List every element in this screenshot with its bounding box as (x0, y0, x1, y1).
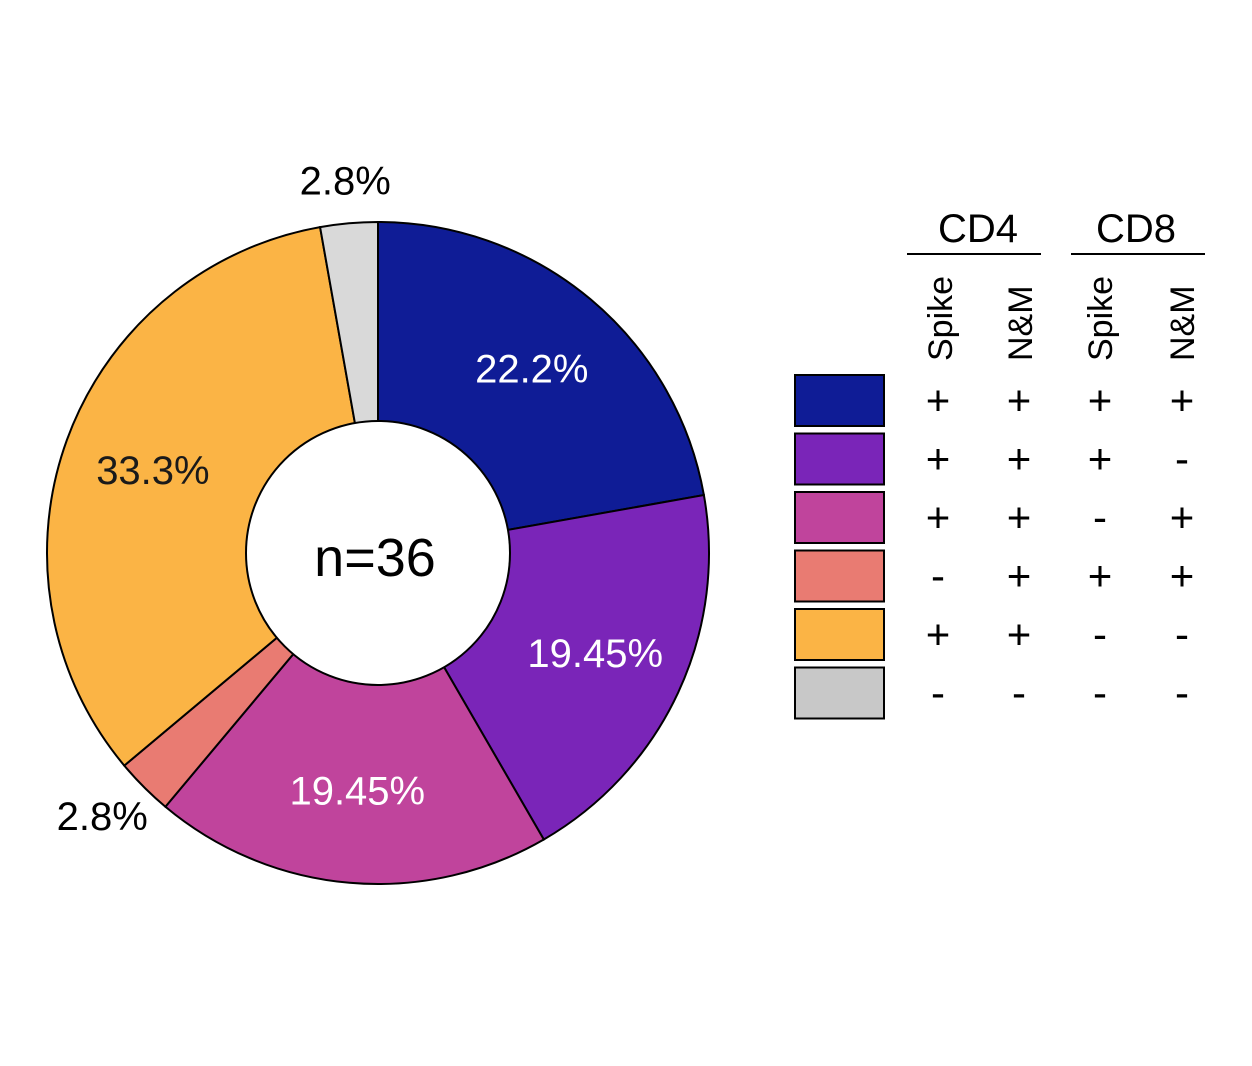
legend-swatch-4 (794, 608, 885, 661)
legend-sign-2-cd4-nm: + (1007, 494, 1032, 541)
legend-rows: + + + + + + + - + + - + - + + + + + - - - - - - (794, 374, 1195, 720)
legend-col-cd4-spike: Spike (922, 276, 960, 361)
legend-sign-0-cd8-spike: + (1088, 377, 1113, 424)
slice-label-1: 19.45% (527, 632, 663, 676)
donut-hole (245, 420, 511, 686)
legend-swatch-1 (794, 432, 885, 486)
legend-col-cd8-nm: N&M (1164, 285, 1202, 361)
legend-swatch-2 (794, 491, 885, 544)
legend-sign-2-cd8-nm: + (1170, 494, 1195, 541)
legend: CD4 CD8 Spike N&M Spike N&M + + + ++ + + -+ + - +… (794, 207, 1205, 720)
legend-sign-1-cd8-spike: + (1088, 435, 1113, 482)
slice-4 (46, 225, 380, 767)
slice-label-5: 2.8% (300, 159, 391, 203)
legend-sign-5-cd4-spike: - (931, 669, 945, 716)
legend-sign-3-cd4-nm: + (1007, 552, 1032, 599)
slice-label-2: 19.45% (289, 770, 425, 814)
legend-sign-0-cd4-nm: + (1007, 377, 1032, 424)
legend-sign-0-cd4-spike: + (926, 377, 951, 424)
legend-sign-3-cd8-spike: + (1088, 552, 1113, 599)
legend-sign-2-cd8-spike: - (1093, 494, 1107, 541)
legend-sign-3-cd4-spike: - (931, 552, 945, 599)
legend-sign-5-cd4-nm: - (1012, 669, 1026, 716)
legend-group-cd4: CD4 (938, 207, 1018, 251)
legend-sign-3-cd8-nm: + (1170, 552, 1195, 599)
legend-sign-4-cd8-nm: - (1175, 611, 1189, 658)
slice-label-0: 22.2% (475, 347, 588, 391)
legend-sign-0-cd8-nm: + (1170, 377, 1195, 424)
donut-slices (46, 220, 710, 885)
legend-sign-1-cd4-spike: + (926, 435, 951, 482)
slice-label-3: 2.8% (57, 795, 148, 839)
legend-swatch-5 (794, 666, 885, 720)
legend-col-cd8-spike: Spike (1082, 276, 1120, 361)
legend-group-cd8: CD8 (1096, 207, 1176, 251)
legend-swatch-3 (794, 549, 885, 603)
slice-2 (164, 551, 546, 885)
legend-sign-5-cd8-spike: - (1093, 669, 1107, 716)
legend-sign-4-cd8-spike: - (1093, 611, 1107, 658)
slice-labels: 22.2% 19.45% 19.45% 2.8% 33.3% 2.8% (57, 159, 663, 838)
legend-sign-1-cd4-nm: + (1007, 435, 1032, 482)
legend-sign-4-cd4-nm: + (1007, 611, 1032, 658)
slice-label-4: 33.3% (96, 449, 209, 493)
center-label: n=36 (314, 528, 436, 588)
legend-swatch-0 (794, 374, 885, 427)
legend-sign-2-cd4-spike: + (926, 494, 951, 541)
legend-sign-4-cd4-spike: + (926, 611, 951, 658)
legend-sign-1-cd8-nm: - (1175, 435, 1189, 482)
legend-sign-5-cd8-nm: - (1175, 669, 1189, 716)
legend-col-cd4-nm: N&M (1002, 285, 1040, 361)
